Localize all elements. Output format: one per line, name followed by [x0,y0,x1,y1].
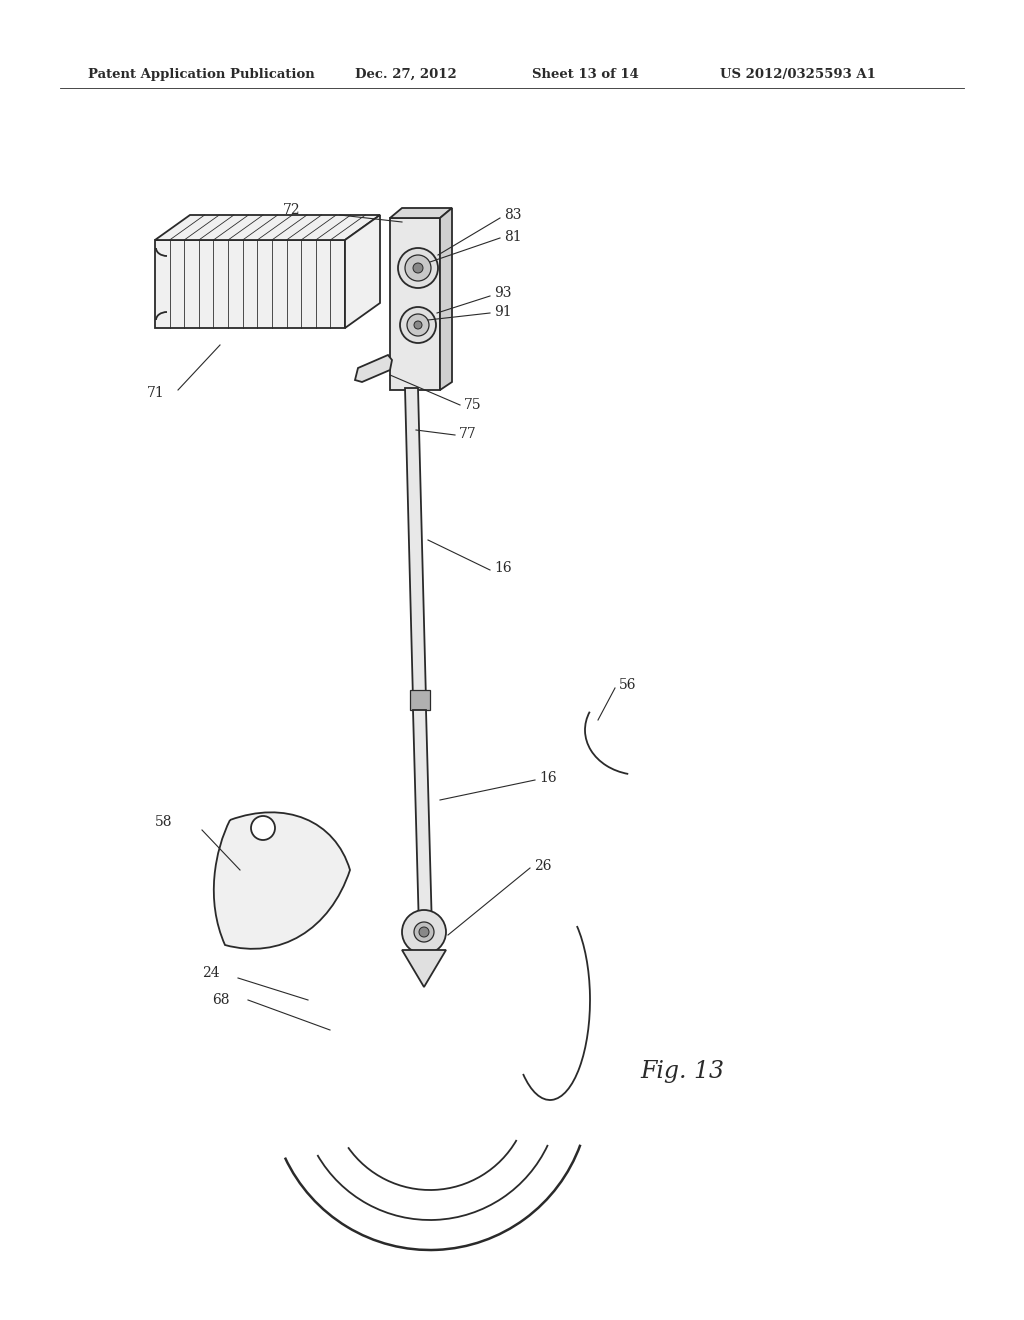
Polygon shape [390,209,452,218]
Polygon shape [413,710,432,931]
Circle shape [414,321,422,329]
Polygon shape [402,950,446,987]
Text: 81: 81 [504,230,521,244]
Polygon shape [410,690,430,710]
Text: 83: 83 [504,209,521,222]
Text: 71: 71 [147,385,165,400]
Polygon shape [155,240,345,327]
Text: 24: 24 [203,966,220,979]
Text: Patent Application Publication: Patent Application Publication [88,69,314,81]
Polygon shape [440,209,452,389]
Text: Dec. 27, 2012: Dec. 27, 2012 [355,69,457,81]
Circle shape [398,248,438,288]
Text: Sheet 13 of 14: Sheet 13 of 14 [532,69,639,81]
Circle shape [413,263,423,273]
Text: 91: 91 [494,305,512,319]
Circle shape [400,308,436,343]
Polygon shape [390,218,440,389]
Text: US 2012/0325593 A1: US 2012/0325593 A1 [720,69,876,81]
Text: 77: 77 [459,426,477,441]
Text: 16: 16 [539,771,557,785]
Polygon shape [155,215,380,240]
Text: 72: 72 [283,203,300,216]
PathPatch shape [214,812,350,949]
Text: Fig. 13: Fig. 13 [640,1060,724,1082]
Polygon shape [355,355,392,381]
Circle shape [406,255,431,281]
Text: 75: 75 [464,399,481,412]
Text: 58: 58 [155,814,172,829]
Polygon shape [345,215,380,327]
Circle shape [419,927,429,937]
Circle shape [407,314,429,337]
Text: 16: 16 [494,561,512,576]
Text: 68: 68 [213,993,230,1007]
Text: 56: 56 [618,678,637,692]
Text: 93: 93 [494,286,512,300]
Circle shape [402,909,446,954]
Circle shape [251,816,275,840]
Polygon shape [406,388,426,700]
Text: 26: 26 [534,859,552,873]
Circle shape [414,921,434,942]
